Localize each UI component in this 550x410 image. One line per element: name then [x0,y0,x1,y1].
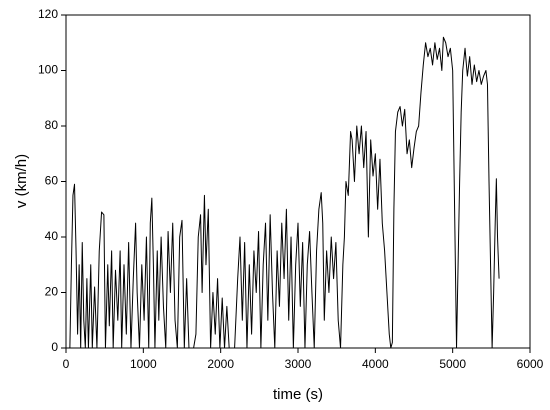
x-tick-label: 3000 [285,357,312,371]
y-tick-label: 100 [38,63,58,77]
y-tick-label: 0 [51,340,58,354]
x-tick-label: 5000 [439,357,466,371]
y-tick-label: 120 [38,7,58,21]
plot-frame [65,14,531,349]
x-tick-label: 1000 [130,357,157,371]
speed-line [66,36,500,349]
y-tick-label: 60 [45,174,59,188]
x-tick-label: 0 [63,357,70,371]
x-tick-label: 2000 [207,357,234,371]
x-axis-label: time (s) [273,386,323,403]
y-axis-label: v (km/h) [13,154,30,208]
y-tick-label: 40 [45,229,59,243]
x-tick-label: 6000 [517,357,544,371]
y-tick-label: 20 [45,285,59,299]
y-tick-label: 80 [45,118,59,132]
x-tick-label: 4000 [362,357,389,371]
